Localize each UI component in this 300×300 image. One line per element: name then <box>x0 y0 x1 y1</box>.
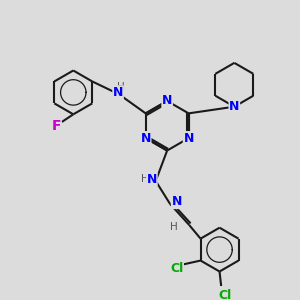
Text: Cl: Cl <box>219 289 232 300</box>
Text: Cl: Cl <box>170 262 183 275</box>
Text: N: N <box>147 172 157 186</box>
Text: H: H <box>141 174 149 184</box>
Text: H: H <box>117 82 125 92</box>
Text: N: N <box>140 132 151 145</box>
Text: N: N <box>113 86 123 99</box>
Text: N: N <box>162 94 172 107</box>
Text: F: F <box>51 119 61 133</box>
Text: N: N <box>183 132 194 145</box>
Text: N: N <box>229 100 239 113</box>
Text: H: H <box>170 222 178 232</box>
Text: N: N <box>172 196 182 208</box>
